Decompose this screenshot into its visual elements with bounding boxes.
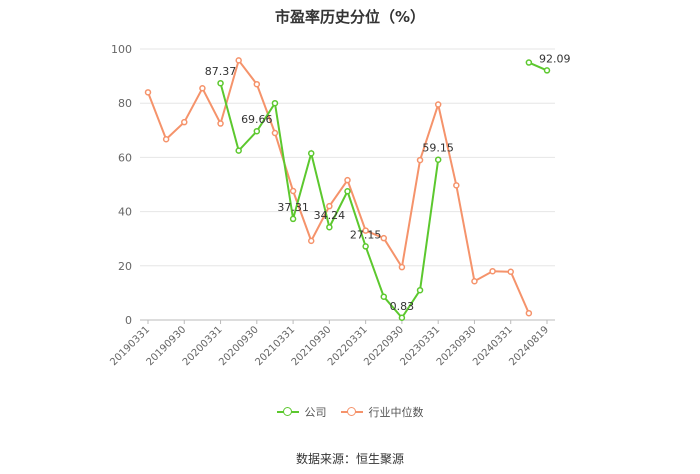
data-point	[489, 267, 496, 275]
series-line	[528, 61, 548, 72]
legend-company-swatch	[276, 407, 299, 417]
data-point	[543, 67, 551, 74]
data-point	[253, 127, 261, 135]
data-point	[235, 57, 242, 64]
legend-item-industry[interactable]: 行业中位数	[340, 404, 424, 420]
data-point	[471, 277, 478, 285]
data-label: 59.15	[422, 142, 454, 155]
data-point	[235, 147, 242, 154]
data-point	[525, 59, 533, 66]
data-point	[253, 80, 261, 88]
source-note: 数据来源：恒生聚源	[295, 452, 404, 466]
data-point	[453, 182, 460, 189]
data-label: 37.31	[277, 201, 309, 214]
data-point	[398, 314, 406, 322]
data-point	[326, 202, 333, 210]
data-point	[307, 150, 315, 157]
legend-industry-swatch	[340, 407, 363, 417]
data-point	[362, 227, 369, 234]
data-label: 27.15	[350, 228, 382, 241]
y-tick-label: 0	[125, 314, 132, 327]
y-tick-label: 20	[118, 260, 132, 273]
data-point	[289, 215, 297, 223]
data-point	[326, 223, 333, 231]
data-label: 92.09	[539, 52, 571, 65]
data-point	[416, 286, 424, 294]
data-point	[434, 156, 442, 163]
data-point	[416, 156, 424, 164]
data-point	[507, 268, 514, 276]
data-point	[199, 85, 206, 92]
data-point	[144, 89, 152, 96]
data-point	[289, 187, 297, 195]
data-point	[380, 293, 388, 300]
data-point	[162, 135, 170, 143]
chart-title: 市盈率历史分位（%）	[274, 8, 426, 26]
y-tick-label: 80	[118, 97, 132, 110]
legend-industry-label: 行业中位数	[368, 406, 424, 419]
x-tick-label: 20240819	[507, 324, 551, 368]
data-point	[271, 129, 279, 137]
data-point	[217, 120, 224, 127]
data-point	[398, 263, 406, 271]
data-point	[271, 99, 279, 107]
data-point	[344, 176, 351, 184]
data-point	[181, 118, 188, 126]
data-point	[380, 234, 388, 242]
data-point	[307, 237, 315, 245]
legend-item-company[interactable]: 公司	[276, 404, 327, 420]
data-label: 87.37	[205, 65, 237, 78]
data-point	[217, 79, 224, 87]
data-label: 0.83	[390, 300, 415, 313]
y-tick-label: 40	[118, 206, 132, 219]
y-tick-label: 100	[111, 43, 132, 56]
data-point	[434, 101, 442, 108]
data-point	[344, 188, 351, 195]
legend: 公司 行业中位数	[0, 404, 700, 420]
data-label: 69.66	[241, 113, 273, 126]
data-point	[525, 309, 533, 317]
series-line	[147, 58, 530, 314]
legend-company-label: 公司	[304, 406, 327, 419]
data-label: 34.24	[314, 209, 346, 222]
data-point	[362, 243, 369, 250]
y-tick-label: 60	[118, 151, 132, 164]
